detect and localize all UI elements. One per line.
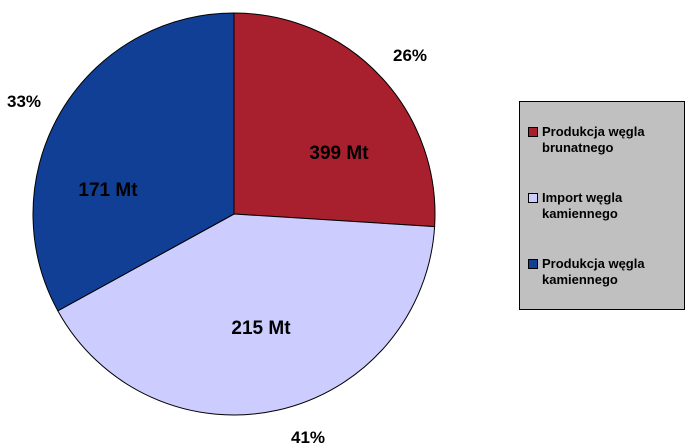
slice-value-label-hard-coal: 171 Mt	[78, 180, 138, 201]
pie-slice-hard-coal	[32, 12, 235, 312]
slice-percent-label-coal-import: 41%	[291, 428, 325, 446]
legend-swatch-brown-coal	[528, 127, 538, 137]
legend-item-hard-coal: Produkcja węgla kamiennego	[528, 256, 685, 288]
legend-swatch-hard-coal	[528, 259, 538, 269]
legend-label: Produkcja węgla kamiennego	[542, 256, 645, 288]
legend-label-line: kamiennego	[542, 206, 618, 221]
pie-slice-brown-coal	[233, 12, 436, 228]
legend-label-line: kamiennego	[542, 272, 618, 287]
legend-item-coal-import: Import węgla kamiennego	[528, 190, 685, 222]
slice-percent-label-brown-coal: 26%	[393, 46, 427, 65]
pie-slice-coal-import	[57, 213, 436, 416]
legend-label-line: Produkcja węgla	[542, 124, 645, 139]
legend-label: Produkcja węgla brunatnego	[542, 124, 645, 156]
chart-legend: Produkcja węgla brunatnego Import węgla …	[519, 101, 685, 310]
legend-label-line: Import węgla	[542, 190, 623, 205]
legend-item-brown-coal: Produkcja węgla brunatnego	[528, 124, 685, 156]
legend-label-line: brunatnego	[542, 140, 614, 155]
slice-percent-label-hard-coal: 33%	[7, 92, 41, 111]
legend-label-line: Produkcja węgla	[542, 256, 645, 271]
legend-swatch-coal-import	[528, 193, 538, 203]
pie-slices	[32, 12, 436, 416]
legend-label: Import węgla kamiennego	[542, 190, 622, 222]
slice-value-label-coal-import: 215 Mt	[231, 318, 291, 339]
slice-value-label-brown-coal: 399 Mt	[309, 143, 369, 164]
